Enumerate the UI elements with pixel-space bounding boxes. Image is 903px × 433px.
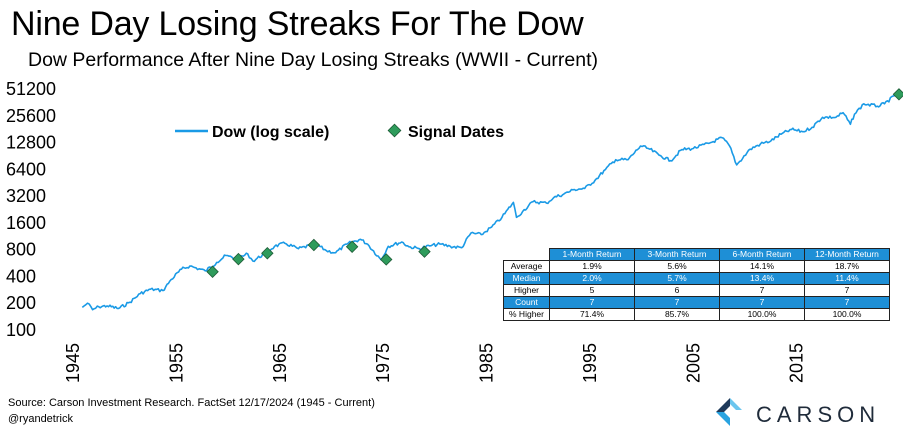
chart-title: Nine Day Losing Streaks For The Dow <box>11 5 584 43</box>
dow-line <box>81 93 900 311</box>
y-tick-label: 100 <box>6 320 36 340</box>
x-tick-label: 1995 <box>580 343 600 383</box>
legend-marker-swatch <box>387 123 402 138</box>
source-note: Source: Carson Investment Research. Fact… <box>8 397 375 409</box>
table-row: Average 1.9% 5.6% 14.1% 18.7% <box>503 260 890 273</box>
signal-date-marker <box>307 238 321 252</box>
table-cell: 11.4% <box>804 272 890 285</box>
y-tick-label: 800 <box>6 240 36 260</box>
signal-date-marker <box>418 245 431 258</box>
x-tick-label: 1965 <box>270 343 290 383</box>
table-cell: 100.0% <box>804 308 890 321</box>
table-cell: 5.6% <box>634 260 720 273</box>
y-tick-label: 1600 <box>6 213 46 233</box>
table-cell: 5.7% <box>634 272 720 285</box>
x-tick-label: 1945 <box>63 343 83 383</box>
table-cell: 71.4% <box>549 308 635 321</box>
signal-date-marker <box>232 252 245 266</box>
table-header-3m: 3-Month Return <box>634 248 720 261</box>
table-header-6m: 6-Month Return <box>719 248 805 261</box>
legend-line-label: Dow (log scale) <box>212 124 329 141</box>
table-cell: 7 <box>719 284 805 297</box>
table-cell: 6 <box>634 284 720 297</box>
table-row: Median 2.0% 5.7% 13.4% 11.4% <box>503 272 890 285</box>
carson-logo-text: CARSON <box>756 402 881 427</box>
y-tick-label: 12800 <box>6 133 56 153</box>
signal-markers <box>206 88 903 278</box>
table-cell: 14.1% <box>719 260 805 273</box>
table-cell: 7 <box>804 296 890 309</box>
y-axis: 51200 25600 12800 6400 3200 1600 800 400 200 100 <box>6 79 56 340</box>
signal-date-marker <box>261 247 274 260</box>
carson-logo: CARSON <box>712 392 892 432</box>
table-row: Higher 5 6 7 7 <box>503 284 890 297</box>
signal-date-marker <box>892 88 903 101</box>
table-cell: 7 <box>719 296 805 309</box>
y-tick-label: 25600 <box>6 106 56 126</box>
table-header-1m: 1-Month Return <box>549 248 635 261</box>
row-label: % Higher <box>503 308 550 321</box>
legend-marker-label: Signal Dates <box>408 124 504 141</box>
table-cell: 7 <box>804 284 890 297</box>
signal-date-marker <box>345 240 359 254</box>
plot-series <box>81 93 900 311</box>
table-cell: 100.0% <box>719 308 805 321</box>
row-label: Average <box>503 260 550 273</box>
table-row: Count 7 7 7 7 <box>503 296 890 309</box>
row-label: Higher <box>503 284 550 297</box>
legend: Dow (log scale) Signal Dates <box>175 123 504 141</box>
x-tick-label: 1985 <box>477 343 497 383</box>
table-header-row: 1-Month Return 3-Month Return 6-Month Re… <box>503 248 890 261</box>
row-label: Count <box>503 296 550 309</box>
table-cell: 1.9% <box>549 260 635 273</box>
y-tick-label: 200 <box>6 293 36 313</box>
returns-table: 1-Month Return 3-Month Return 6-Month Re… <box>503 248 890 321</box>
signal-date-marker <box>206 265 219 278</box>
chart-subtitle: Dow Performance After Nine Day Losing St… <box>28 49 599 71</box>
table-cell: 7 <box>549 296 635 309</box>
table-cell: 85.7% <box>634 308 720 321</box>
x-axis: 1945 1955 1965 1975 1985 1995 2005 2015 <box>63 343 807 383</box>
y-tick-label: 3200 <box>6 186 46 206</box>
x-tick-label: 2005 <box>683 343 703 383</box>
table-cell: 2.0% <box>549 272 635 285</box>
row-label: Median <box>503 272 550 285</box>
x-tick-label: 2015 <box>787 343 807 383</box>
table-corner <box>503 248 550 261</box>
x-tick-label: 1975 <box>373 343 393 383</box>
chart-area: 512002560012800640032001600800400200100 … <box>6 79 903 383</box>
carson-logo-icon <box>716 398 742 426</box>
y-tick-label: 400 <box>6 266 36 286</box>
table-cell: 7 <box>634 296 720 309</box>
table-cell: 18.7% <box>804 260 890 273</box>
signal-date-marker <box>380 253 393 266</box>
y-tick-label: 6400 <box>6 159 46 179</box>
y-tick-label: 51200 <box>6 79 56 99</box>
x-tick-label: 1955 <box>166 343 186 383</box>
table-cell: 13.4% <box>719 272 805 285</box>
table-row: % Higher 71.4% 85.7% 100.0% 100.0% <box>503 308 890 321</box>
table-header-12m: 12-Month Return <box>804 248 890 261</box>
table-cell: 5 <box>549 284 635 297</box>
author-handle: @ryandetrick <box>8 413 73 425</box>
